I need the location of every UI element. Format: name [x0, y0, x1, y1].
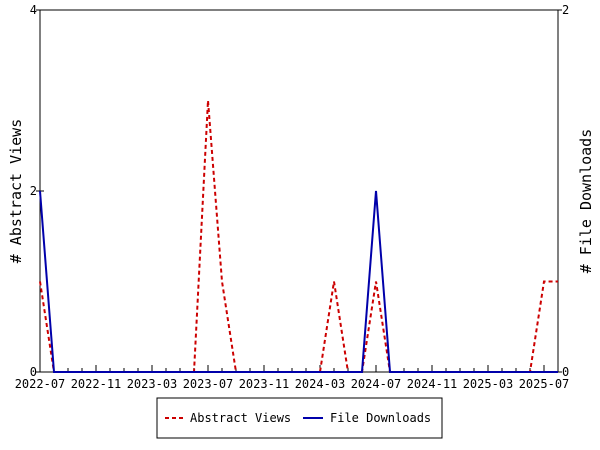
x-tick-label: 2024-07: [351, 377, 402, 391]
legend-label-abstract-views: Abstract Views: [190, 411, 291, 425]
y-right-axis-title: # File Downloads: [577, 129, 595, 274]
legend-box: [156, 397, 443, 439]
x-tick-label: 2025-03: [463, 377, 514, 391]
x-tick-label: 2024-11: [407, 377, 458, 391]
x-tick-label: 2022-11: [71, 377, 122, 391]
y-right-tick-label: 2: [562, 3, 569, 17]
x-tick-label: 2022-07: [15, 377, 66, 391]
legend: Abstract Views File Downloads: [156, 397, 443, 439]
plot-area: [39, 9, 559, 373]
x-tick-label: 2023-03: [127, 377, 178, 391]
series-line-file-downloads: [39, 190, 558, 373]
x-tick-label: 2024-03: [295, 377, 346, 391]
y-left-tick-label: 4: [30, 3, 37, 17]
y-left-tick-label: 2: [30, 184, 37, 198]
y-left-axis-title: # Abstract Views: [7, 119, 25, 264]
x-tick-label: 2025-07: [519, 377, 570, 391]
y-left-tick-label: 0: [30, 365, 37, 379]
x-axis: 2022-07 2022-11 2023-03 2023-07 2023-11 2024-…: [15, 365, 570, 391]
x-tick-label: 2023-07: [183, 377, 234, 391]
y-right-tick-label: 0: [562, 365, 569, 379]
legend-label-file-downloads: File Downloads: [330, 411, 431, 425]
y-left-axis: 0 2 4: [30, 3, 44, 379]
series-layer: [39, 100, 558, 373]
x-tick-label: 2023-11: [239, 377, 290, 391]
